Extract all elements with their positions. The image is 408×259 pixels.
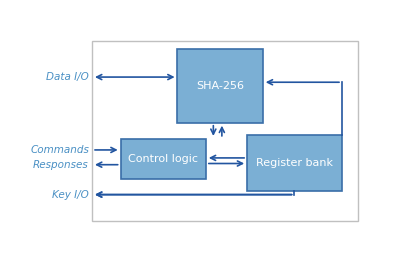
- Bar: [121, 139, 206, 179]
- Text: Commands: Commands: [30, 145, 89, 155]
- Bar: [177, 49, 263, 123]
- Text: SHA-256: SHA-256: [196, 81, 244, 91]
- Text: Data I/O: Data I/O: [46, 72, 89, 82]
- Bar: [92, 41, 358, 221]
- Text: Control logic: Control logic: [128, 154, 198, 164]
- Text: Key I/O: Key I/O: [52, 190, 89, 200]
- Bar: [247, 135, 342, 191]
- Text: Register bank: Register bank: [256, 158, 333, 168]
- Text: Responses: Responses: [33, 160, 89, 170]
